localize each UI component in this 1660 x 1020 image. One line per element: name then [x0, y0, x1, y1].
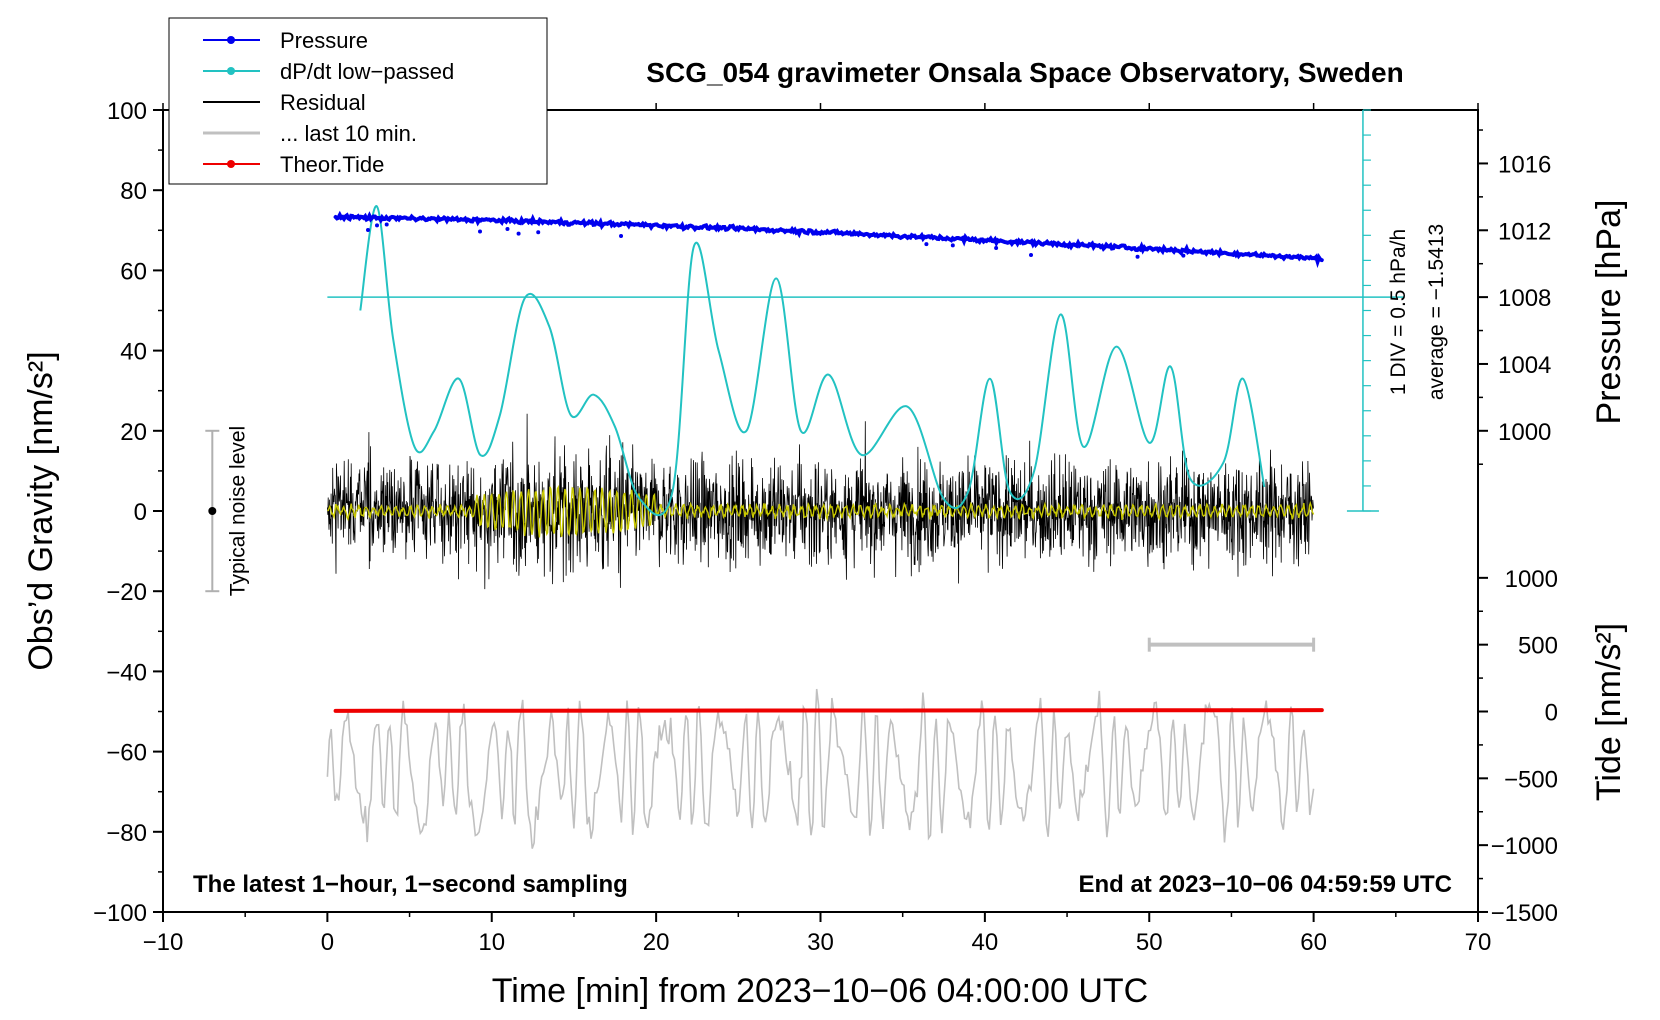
x-tick-label: 30	[807, 929, 834, 956]
chart-title: SCG_054 gravimeter Onsala Space Observat…	[646, 57, 1403, 88]
last-10-min-line	[326, 688, 1315, 849]
pressure-outlier	[516, 231, 521, 236]
pressure-outlier	[374, 223, 379, 228]
y-tick-label: −40	[106, 659, 147, 686]
x-tick-label: 50	[1136, 929, 1163, 956]
pressure-tick-label: 1012	[1498, 218, 1551, 245]
pressure-outlier	[1135, 254, 1140, 259]
y-tick-label: 20	[120, 419, 147, 446]
pressure-outlier	[536, 230, 541, 235]
pressure-tick-label: 1000	[1498, 419, 1551, 446]
x-tick-label: 0	[321, 929, 334, 956]
pressure-outlier	[619, 234, 624, 239]
legend-marker	[227, 160, 235, 168]
legend-label: ... last 10 min.	[280, 121, 417, 146]
average-label: average = −1.5413	[1425, 224, 1448, 400]
caption-sampling: The latest 1−hour, 1−second sampling	[193, 871, 628, 898]
residual-lowpass-line	[327, 484, 1315, 538]
annotation-layer: 1 DIV = 0.5 hPa/h average = −1.5413 Typica…	[205, 109, 1448, 652]
x-tick-label: 10	[478, 929, 505, 956]
residual-line	[327, 413, 1314, 590]
tide-tick-label: 0	[1545, 700, 1558, 727]
pressure-outlier	[1181, 253, 1186, 258]
x-tick-label: 70	[1465, 929, 1492, 956]
tide-tick-label: −1500	[1491, 900, 1558, 927]
series-layer	[326, 205, 1324, 849]
tide-tick-label: −500	[1504, 766, 1558, 793]
tide-tick-label: 500	[1518, 633, 1558, 660]
y-tick-label: −100	[93, 900, 147, 927]
tide-tick-label: −1000	[1491, 833, 1558, 860]
pressure-tick-label: 1008	[1498, 285, 1551, 312]
y-tick-label: −20	[106, 579, 147, 606]
legend-marker	[227, 67, 235, 75]
x-tick-label: 20	[643, 929, 670, 956]
y-tick-label: −80	[106, 820, 147, 847]
pressure-outlier	[505, 226, 510, 231]
tide-line	[333, 708, 1324, 713]
pressure-outlier	[950, 243, 955, 248]
x-tick-label: 60	[1300, 929, 1327, 956]
tide-axis-label: Tide [nm/s²]	[1590, 623, 1628, 801]
legend-label: Theor.Tide	[280, 152, 384, 177]
pressure-outlier	[1029, 253, 1034, 258]
pressure-line	[333, 210, 1324, 269]
legend-label: Pressure	[280, 28, 368, 53]
caption-end-time: End at 2023−10−06 04:59:59 UTC	[1078, 871, 1452, 898]
x-axis-label: Time [min] from 2023−10−06 04:00:00 UTC	[492, 972, 1148, 1010]
pressure-tick-label: 1016	[1498, 151, 1551, 178]
pressure-tick-label: 1004	[1498, 352, 1551, 379]
legend-label: dP/dt low−passed	[280, 59, 454, 84]
tide-tick-label: 1000	[1505, 566, 1558, 593]
pressure-outlier	[384, 222, 389, 227]
y-tick-label: 100	[107, 98, 147, 125]
y-tick-label: 80	[120, 178, 147, 205]
legend-marker	[227, 36, 235, 44]
axes-layer: −10 0 10 20 30 40 50 60 70−100−80−60−40−20020406…	[93, 98, 1558, 956]
y-tick-label: 0	[134, 499, 147, 526]
rate-label: 1 DIV = 0.5 hPa/h	[1387, 229, 1410, 395]
x-tick-label: −10	[143, 929, 184, 956]
legend-label: Residual	[280, 90, 366, 115]
x-tick-label: 40	[972, 929, 999, 956]
noise-label: Typical noise level	[226, 426, 249, 596]
y-tick-label: 40	[120, 339, 147, 366]
y-axis-label-left: Obs’d Gravity [nm/s²]	[22, 351, 60, 670]
y-tick-label: −60	[106, 740, 147, 767]
pressure-outlier	[478, 229, 483, 234]
y-tick-label: 60	[120, 258, 147, 285]
dpdt-line	[359, 205, 1266, 517]
pressure-outlier	[365, 227, 370, 232]
pressure-outlier	[994, 246, 999, 251]
legend: Pressure dP/dt low−passed Residual ... last…	[168, 17, 548, 185]
noise-bar-dot	[208, 507, 217, 515]
pressure-axis-label: Pressure [hPa]	[1590, 200, 1628, 425]
pressure-outlier	[924, 242, 929, 247]
